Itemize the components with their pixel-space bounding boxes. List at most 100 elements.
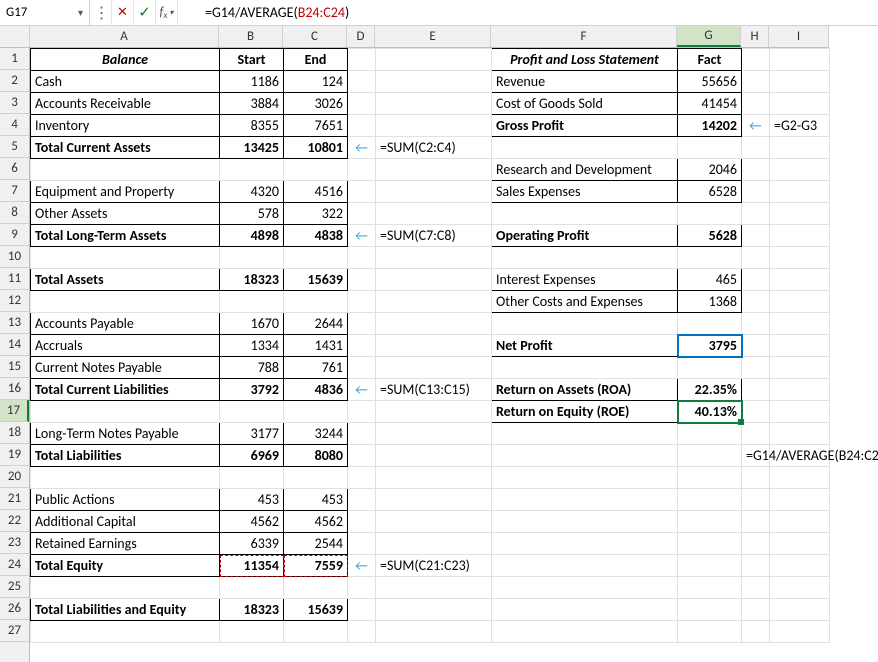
cell-D12[interactable] — [348, 291, 376, 313]
spreadsheet-grid[interactable]: BalanceStartEndProfit and Loss Statement… — [30, 48, 830, 643]
cell-E19[interactable] — [376, 445, 492, 467]
cell-B5[interactable]: 13425 — [220, 137, 284, 159]
cell-F6[interactable]: Research and Development — [492, 159, 678, 181]
cell-E12[interactable] — [376, 291, 492, 313]
cell-E7[interactable] — [376, 181, 492, 203]
cell-F15[interactable] — [492, 357, 678, 379]
cell-F9[interactable]: Operating Profit — [492, 225, 678, 247]
cell-B1[interactable]: Start — [220, 49, 284, 71]
cell-H13[interactable] — [742, 313, 770, 335]
cell-C22[interactable]: 4562 — [284, 511, 348, 533]
row-header-3[interactable]: 3 — [0, 92, 29, 114]
cell-G1[interactable]: Fact — [678, 49, 742, 71]
cell-E24[interactable]: =SUM(C21:C23) — [376, 555, 492, 577]
cell-I8[interactable] — [770, 203, 830, 225]
row-header-1[interactable]: 1 — [0, 48, 29, 70]
col-header-F[interactable]: F — [491, 26, 677, 47]
cell-E1[interactable] — [376, 49, 492, 71]
cell-I3[interactable] — [770, 93, 830, 115]
cell-D3[interactable] — [348, 93, 376, 115]
cell-I18[interactable] — [770, 423, 830, 445]
cell-I26[interactable] — [770, 599, 830, 621]
cell-I13[interactable] — [770, 313, 830, 335]
cell-A9[interactable]: Total Long-Term Assets — [31, 225, 220, 247]
cell-C16[interactable]: 4836 — [284, 379, 348, 401]
cell-B13[interactable]: 1670 — [220, 313, 284, 335]
cell-D9[interactable]: ← — [348, 225, 376, 247]
fill-handle[interactable] — [738, 419, 744, 425]
cell-F1[interactable]: Profit and Loss Statement — [492, 49, 678, 71]
chevron-down-icon[interactable]: ▾ — [78, 6, 83, 19]
cell-C8[interactable]: 322 — [284, 203, 348, 225]
col-header-B[interactable]: B — [219, 26, 283, 47]
cell-D10[interactable] — [348, 247, 376, 269]
row-header-6[interactable]: 6 — [0, 158, 29, 180]
cell-B22[interactable]: 4562 — [220, 511, 284, 533]
cell-C23[interactable]: 2544 — [284, 533, 348, 555]
cell-I4[interactable]: =G2-G3 — [770, 115, 830, 137]
cell-E9[interactable]: =SUM(C7:C8) — [376, 225, 492, 247]
cell-A15[interactable]: Current Notes Payable — [31, 357, 220, 379]
cell-F19[interactable] — [492, 445, 678, 467]
cell-H16[interactable] — [742, 379, 770, 401]
cell-D2[interactable] — [348, 71, 376, 93]
cell-C11[interactable]: 15639 — [284, 269, 348, 291]
row-header-2[interactable]: 2 — [0, 70, 29, 92]
cell-A13[interactable]: Accounts Payable — [31, 313, 220, 335]
cell-B12[interactable] — [220, 291, 284, 313]
cell-C20[interactable] — [284, 467, 348, 489]
cell-H1[interactable] — [742, 49, 770, 71]
cell-A24[interactable]: Total Equity — [31, 555, 220, 577]
cell-G24[interactable] — [678, 555, 742, 577]
cell-A1[interactable]: Balance — [31, 49, 220, 71]
row-header-13[interactable]: 13 — [0, 312, 29, 334]
select-all-corner[interactable] — [0, 26, 30, 48]
cell-I24[interactable] — [770, 555, 830, 577]
cell-G9[interactable]: 5628 — [678, 225, 742, 247]
cell-A18[interactable]: Long-Term Notes Payable — [31, 423, 220, 445]
cell-G22[interactable] — [678, 511, 742, 533]
cell-E15[interactable] — [376, 357, 492, 379]
row-header-17[interactable]: 17 — [0, 400, 29, 422]
cell-G3[interactable]: 41454 — [678, 93, 742, 115]
cell-I22[interactable] — [770, 511, 830, 533]
cell-H3[interactable] — [742, 93, 770, 115]
row-header-15[interactable]: 15 — [0, 356, 29, 378]
cell-G12[interactable]: 1368 — [678, 291, 742, 313]
cell-F5[interactable] — [492, 137, 678, 159]
cell-D5[interactable]: ← — [348, 137, 376, 159]
cell-F11[interactable]: Interest Expenses — [492, 269, 678, 291]
col-header-I[interactable]: I — [769, 26, 829, 47]
cell-F27[interactable] — [492, 621, 678, 643]
cell-G16[interactable]: 22.35% — [678, 379, 742, 401]
cell-C25[interactable] — [284, 577, 348, 599]
cell-H6[interactable] — [742, 159, 770, 181]
cell-G10[interactable] — [678, 247, 742, 269]
cell-E6[interactable] — [376, 159, 492, 181]
cell-H18[interactable] — [742, 423, 770, 445]
cell-I17[interactable] — [770, 401, 830, 423]
cell-I12[interactable] — [770, 291, 830, 313]
cell-A4[interactable]: Inventory — [31, 115, 220, 137]
cell-H12[interactable] — [742, 291, 770, 313]
cell-G27[interactable] — [678, 621, 742, 643]
cell-C9[interactable]: 4838 — [284, 225, 348, 247]
cell-G8[interactable] — [678, 203, 742, 225]
cell-G25[interactable] — [678, 577, 742, 599]
cell-B26[interactable]: 18323 — [220, 599, 284, 621]
cell-E3[interactable] — [376, 93, 492, 115]
cell-G14[interactable]: 3795 — [678, 335, 742, 357]
cell-F16[interactable]: Return on Assets (ROA) — [492, 379, 678, 401]
cell-B3[interactable]: 3884 — [220, 93, 284, 115]
cell-E21[interactable] — [376, 489, 492, 511]
cell-G26[interactable] — [678, 599, 742, 621]
cell-H17[interactable] — [742, 401, 770, 423]
cell-A12[interactable] — [31, 291, 220, 313]
cell-D18[interactable] — [348, 423, 376, 445]
cell-C15[interactable]: 761 — [284, 357, 348, 379]
cell-F10[interactable] — [492, 247, 678, 269]
cell-B24[interactable]: 11354 — [220, 555, 284, 577]
cell-E14[interactable] — [376, 335, 492, 357]
row-header-24[interactable]: 24 — [0, 554, 29, 576]
cell-E8[interactable] — [376, 203, 492, 225]
